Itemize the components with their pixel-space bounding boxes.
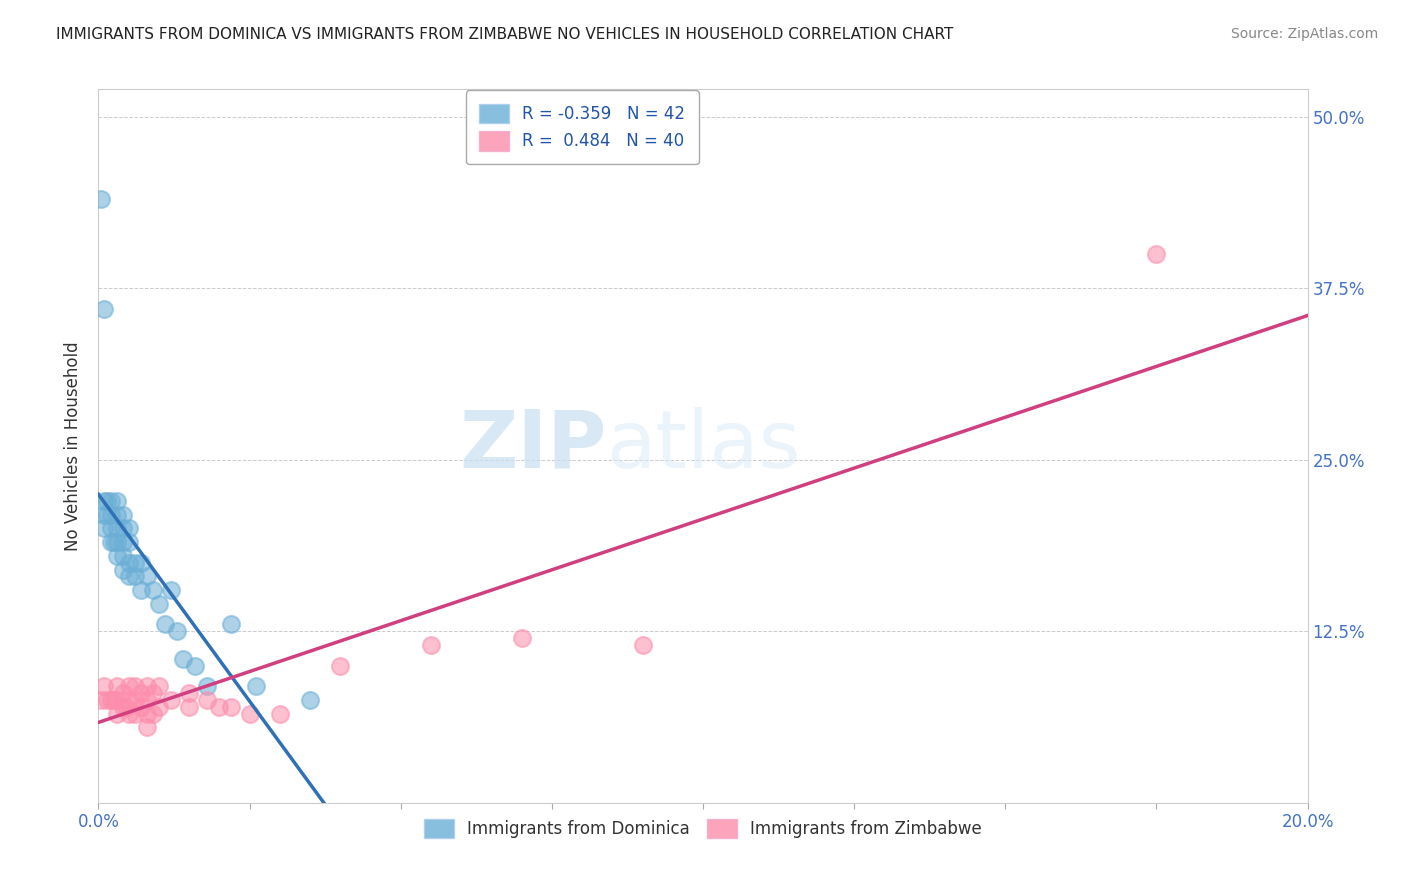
Point xyxy=(105,535,128,549)
Point xyxy=(111,549,134,563)
Point xyxy=(111,699,134,714)
Point xyxy=(1144,247,1167,261)
Point xyxy=(124,706,146,721)
Point xyxy=(299,693,322,707)
Point xyxy=(118,556,141,570)
Point xyxy=(90,693,112,707)
Point xyxy=(129,686,152,700)
Point xyxy=(135,679,157,693)
Point xyxy=(179,699,201,714)
Point xyxy=(124,679,146,693)
Point xyxy=(129,556,152,570)
Point xyxy=(148,679,170,693)
Point xyxy=(105,494,128,508)
Point xyxy=(245,679,267,693)
Point xyxy=(105,706,128,721)
Point xyxy=(96,693,118,707)
Point xyxy=(124,556,146,570)
Point xyxy=(96,508,118,522)
Point xyxy=(172,651,194,665)
Point xyxy=(118,521,141,535)
Text: Source: ZipAtlas.com: Source: ZipAtlas.com xyxy=(1230,27,1378,41)
Point xyxy=(105,508,128,522)
Point xyxy=(179,686,201,700)
Point xyxy=(118,569,141,583)
Point xyxy=(160,693,183,707)
Point xyxy=(208,699,231,714)
Point xyxy=(90,192,112,206)
Point xyxy=(100,494,122,508)
Point xyxy=(105,693,128,707)
Point xyxy=(100,535,122,549)
Text: IMMIGRANTS FROM DOMINICA VS IMMIGRANTS FROM ZIMBABWE NO VEHICLES IN HOUSEHOLD CO: IMMIGRANTS FROM DOMINICA VS IMMIGRANTS F… xyxy=(56,27,953,42)
Point xyxy=(142,583,165,598)
Text: ZIP: ZIP xyxy=(458,407,606,485)
Point xyxy=(105,679,128,693)
Point xyxy=(184,658,207,673)
Point xyxy=(153,617,176,632)
Point xyxy=(510,631,533,645)
Point xyxy=(111,535,134,549)
Point xyxy=(111,508,134,522)
Point xyxy=(135,693,157,707)
Point xyxy=(111,686,134,700)
Point xyxy=(111,562,134,576)
Point xyxy=(93,679,115,693)
Point xyxy=(221,699,243,714)
Point xyxy=(135,720,157,734)
Point xyxy=(124,569,146,583)
Point xyxy=(221,617,243,632)
Point xyxy=(105,521,128,535)
Point xyxy=(118,679,141,693)
Point xyxy=(93,508,115,522)
Legend: Immigrants from Dominica, Immigrants from Zimbabwe: Immigrants from Dominica, Immigrants fro… xyxy=(418,812,988,845)
Point xyxy=(239,706,262,721)
Point xyxy=(269,706,291,721)
Point xyxy=(100,508,122,522)
Point xyxy=(135,569,157,583)
Point xyxy=(420,638,443,652)
Point xyxy=(118,693,141,707)
Point xyxy=(142,706,165,721)
Point xyxy=(129,699,152,714)
Y-axis label: No Vehicles in Household: No Vehicles in Household xyxy=(65,341,83,551)
Point xyxy=(96,494,118,508)
Point xyxy=(93,301,115,316)
Point xyxy=(118,706,141,721)
Point xyxy=(93,521,115,535)
Point xyxy=(166,624,188,639)
Point xyxy=(148,597,170,611)
Point xyxy=(124,693,146,707)
Point xyxy=(129,583,152,598)
Point xyxy=(195,693,218,707)
Point xyxy=(103,693,125,707)
Point xyxy=(142,686,165,700)
Point xyxy=(100,521,122,535)
Point xyxy=(93,494,115,508)
Point xyxy=(329,658,352,673)
Text: atlas: atlas xyxy=(606,407,800,485)
Point xyxy=(111,521,134,535)
Point xyxy=(148,699,170,714)
Point xyxy=(195,679,218,693)
Point xyxy=(631,638,654,652)
Point xyxy=(160,583,183,598)
Point xyxy=(135,706,157,721)
Point xyxy=(103,535,125,549)
Point xyxy=(118,535,141,549)
Point xyxy=(105,549,128,563)
Point xyxy=(100,693,122,707)
Point xyxy=(114,699,136,714)
